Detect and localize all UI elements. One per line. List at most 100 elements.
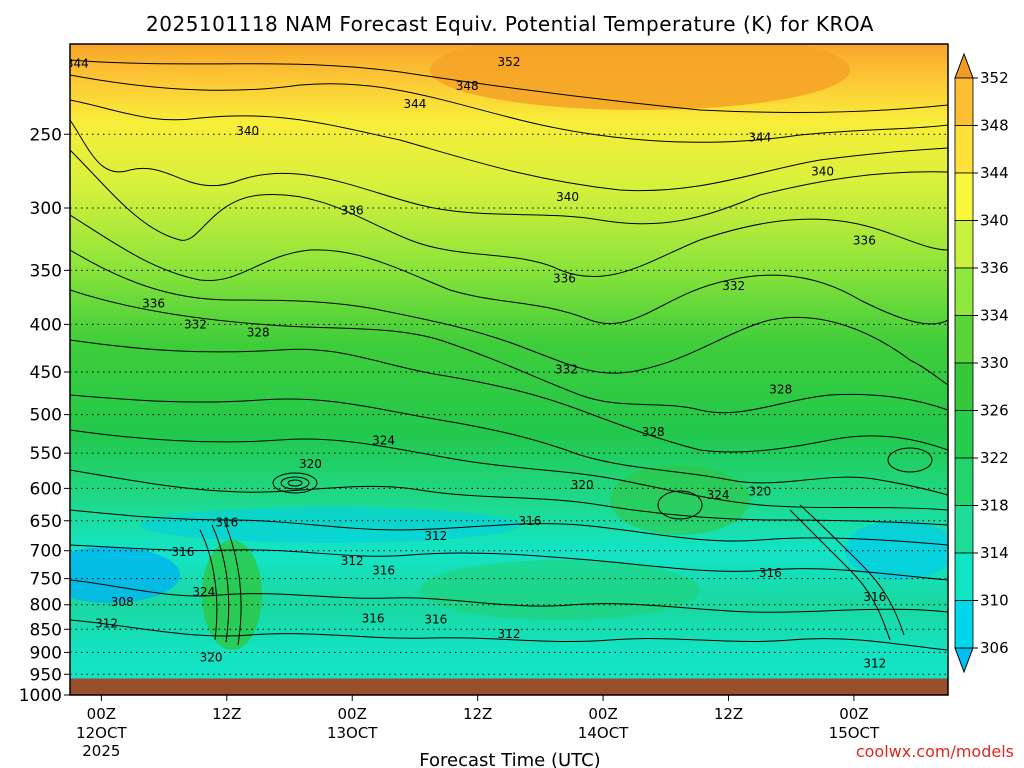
plot-frame — [69, 43, 949, 696]
colorbar-bin — [954, 267, 974, 316]
contour-label: 332 — [555, 362, 578, 376]
contour-label: 312 — [341, 554, 364, 568]
colorbar-bin — [954, 315, 974, 364]
x-tick-date: 15OCT — [829, 724, 880, 742]
ground-surface — [70, 678, 948, 695]
contour-label: 336 — [553, 271, 576, 285]
colorbar-label: 318 — [980, 497, 1009, 515]
contour-label: 312 — [863, 656, 886, 670]
y-tick-label: 700 — [30, 542, 62, 562]
y-tick-label: 650 — [30, 512, 62, 532]
colorbar-bin — [954, 552, 974, 601]
contour-label: 320 — [748, 485, 771, 499]
y-tick-label: 850 — [30, 620, 62, 640]
pressure-axis: 250 300 350 400 450 500 550 600 650 700 750 800 850 9… — [19, 125, 70, 706]
contour-label: 340 — [811, 164, 834, 178]
contour-label: 312 — [424, 529, 447, 543]
colorbar-label: 340 — [980, 212, 1009, 230]
contour-label: 336 — [341, 204, 364, 218]
plot-area: 344 352 348 344 340 344 340 340 336 336 336 332 336 3… — [70, 44, 948, 695]
y-tick-label: 450 — [30, 363, 62, 383]
contour-label: 328 — [642, 425, 665, 439]
high-patch-top — [430, 44, 850, 110]
x-tick-label: 00Z — [588, 705, 617, 723]
contour-label: 320 — [299, 457, 322, 471]
cold-pool-left — [70, 547, 180, 603]
contour-label: 316 — [759, 566, 782, 580]
contour-label: 316 — [362, 612, 385, 626]
contour-label: 352 — [498, 55, 521, 69]
y-tick-label: 400 — [30, 315, 62, 335]
x-tick-label: 00Z — [839, 705, 868, 723]
y-tick-label: 800 — [30, 596, 62, 616]
contour-label: 332 — [722, 279, 745, 293]
contour-label: 340 — [236, 124, 259, 138]
contour-label: 320 — [571, 478, 594, 492]
cold-pool-right — [845, 520, 948, 580]
x-axis-label: Forecast Time (UTC) — [419, 750, 600, 768]
contour-label: 312 — [95, 617, 118, 631]
contour-label: 320 — [200, 651, 223, 665]
y-tick-label: 500 — [30, 406, 62, 426]
colorbar-label: 348 — [980, 117, 1009, 135]
y-tick-label: 750 — [30, 570, 62, 590]
warm-pocket-right — [610, 465, 750, 535]
colorbar-bin — [954, 172, 974, 221]
colorbar-label: 352 — [980, 69, 1009, 87]
y-tick-label: 350 — [30, 261, 62, 281]
colorbar-bin — [954, 77, 974, 126]
contour-label: 316 — [424, 613, 447, 627]
contour-label: 324 — [192, 585, 215, 599]
contour-label: 340 — [556, 190, 579, 204]
y-tick-label: 600 — [30, 479, 62, 499]
contour-label: 336 — [142, 297, 165, 311]
contour-label: 344 — [403, 97, 426, 111]
contour-label: 324 — [372, 433, 395, 447]
colorbar-label: 334 — [980, 307, 1009, 325]
cold-pool-mid — [140, 507, 520, 543]
field-patches — [70, 44, 948, 650]
colorbar-label: 314 — [980, 544, 1009, 562]
colorbar-bin — [954, 362, 974, 411]
contour-label: 308 — [111, 595, 134, 609]
x-tick-label: 12Z — [714, 705, 743, 723]
chart-title: 2025101118 NAM Forecast Equiv. Potential… — [146, 12, 874, 36]
x-tick-date: 13OCT — [327, 724, 378, 742]
contour-label: 316 — [171, 545, 194, 559]
contour-lines — [70, 59, 948, 651]
colorbar-label: 344 — [980, 164, 1009, 182]
colorbar-label: 336 — [980, 259, 1009, 277]
contour-labels: 344 352 348 344 340 344 340 340 336 336 336 332 336 3… — [70, 55, 886, 671]
colorbar-bin — [954, 600, 974, 649]
contour-label: 344 — [748, 130, 771, 144]
y-tick-label: 950 — [30, 665, 62, 685]
colorbar: 352 348 344 340 336 334 330 326 322 318 314 310 306 — [954, 52, 1009, 674]
contour-label: 332 — [184, 317, 207, 331]
colorbar-bin — [954, 457, 974, 506]
colorbar-bin — [954, 410, 974, 459]
warm-pocket-lower — [420, 560, 700, 620]
contour-label: 328 — [769, 383, 792, 397]
y-tick-label: 250 — [30, 125, 62, 145]
colorbar-bin — [954, 125, 974, 174]
colorbar-bin — [954, 220, 974, 269]
x-tick-label: 00Z — [87, 705, 116, 723]
x-tick-label: 12Z — [463, 705, 492, 723]
grid-lines — [70, 133, 948, 695]
colorbar-bottom-arrow — [954, 647, 974, 674]
contour-label: 348 — [456, 79, 479, 93]
colorbar-label: 306 — [980, 639, 1009, 657]
colorbar-label: 322 — [980, 449, 1009, 467]
x-tick-date: 14OCT — [578, 724, 629, 742]
contour-label: 312 — [498, 627, 521, 641]
colorbar-top-arrow — [954, 52, 974, 79]
colorbar-label: 310 — [980, 592, 1009, 610]
x-tick-label: 00Z — [338, 705, 367, 723]
credit-label: coolwx.com/models — [856, 742, 1014, 761]
contour-label: 336 — [853, 233, 876, 247]
contour-label: 316 — [518, 514, 541, 528]
colorbar-label: 330 — [980, 354, 1009, 372]
contour-label: 316 — [372, 563, 395, 577]
